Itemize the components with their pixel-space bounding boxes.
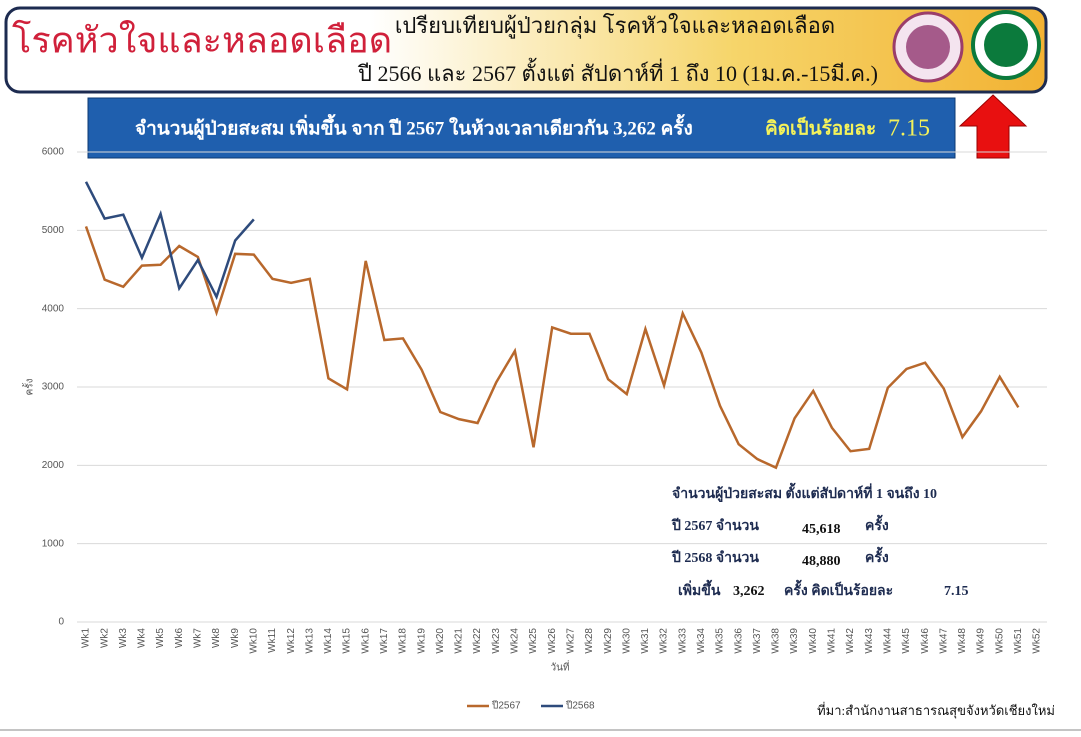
- x-tick-label: Wk21: [454, 628, 465, 654]
- arrow: [958, 94, 1028, 159]
- x-tick-label: Wk34: [696, 628, 707, 654]
- legend-label: ปี2568: [565, 700, 595, 712]
- x-tick-label: Wk49: [976, 628, 987, 654]
- x-tick-label: Wk2: [99, 628, 110, 648]
- banner-text: จำนวนผู้ป่วยสะสม เพิ่มขึ้น จาก ปี 2567 ใ…: [135, 113, 693, 140]
- x-tick-label: Wk10: [248, 628, 259, 654]
- x-tick-label: Wk5: [155, 628, 166, 648]
- x-tick-label: Wk44: [882, 628, 893, 654]
- x-tick-label: Wk13: [304, 628, 315, 654]
- x-tick-label: Wk25: [528, 628, 539, 654]
- y-tick-label: 6000: [42, 147, 65, 158]
- x-tick-label: Wk39: [789, 628, 800, 654]
- y-tick-label: 2000: [42, 460, 65, 471]
- x-tick-label: Wk9: [230, 628, 241, 648]
- x-tick-label: Wk19: [416, 628, 427, 654]
- x-tick-label: Wk18: [398, 628, 409, 654]
- summary-text: ครั้ง คิดเป็นร้อยละ: [784, 579, 893, 599]
- x-tick-label: Wk33: [677, 628, 688, 654]
- y-tick-label: 0: [58, 617, 64, 628]
- x-tick-label: Wk24: [510, 628, 521, 654]
- x-tick-label: Wk28: [584, 628, 595, 654]
- x-axis-title: วันที่: [550, 660, 569, 674]
- x-tick-label: Wk35: [715, 628, 726, 654]
- x-tick-label: Wk46: [920, 628, 931, 654]
- x-tick-label: Wk52: [1032, 628, 1043, 654]
- y-tick-label: 5000: [42, 225, 65, 236]
- x-tick-label: Wk47: [938, 628, 949, 654]
- line-series: [84, 226, 1020, 470]
- summary-text: เพิ่มขึ้น: [678, 579, 721, 599]
- x-tick-label: Wk51: [1013, 628, 1024, 654]
- summary-value: 48,880: [802, 554, 841, 569]
- y-tick-label: 4000: [42, 303, 65, 314]
- x-tick-label: Wk31: [640, 628, 651, 654]
- x-tick-label: Wk29: [603, 628, 614, 654]
- x-tick-label: Wk22: [472, 628, 483, 654]
- summary-text: ครั้ง: [865, 546, 889, 566]
- x-tick-label: Wk37: [752, 628, 763, 654]
- x-tick-label: Wk38: [771, 628, 782, 654]
- x-tick-label: Wk27: [565, 628, 576, 654]
- summary-text: ปี 2567 จำนวน: [671, 518, 760, 534]
- y-tick-label: 1000: [42, 538, 65, 549]
- summary-heading: จำนวนผู้ป่วยสะสม ตั้งแต่สัปดาห์ที่ 1 จนถ…: [672, 482, 937, 502]
- x-tick-label: Wk6: [174, 628, 185, 648]
- legend-label: ปี2567: [491, 700, 521, 712]
- x-tick-label: Wk36: [733, 628, 744, 654]
- x-tick-label: Wk40: [808, 628, 819, 654]
- banner: [87, 97, 956, 159]
- summary-value: 45,618: [802, 522, 841, 537]
- summary-text: ปี 2568 จำนวน: [671, 550, 760, 566]
- header-title: โรคหัวใจและหลอดเลือด: [12, 19, 392, 60]
- x-tick-label: Wk48: [957, 628, 968, 654]
- x-tick-label: Wk1: [81, 628, 92, 648]
- x-tick-label: Wk20: [435, 628, 446, 654]
- summary-value: 3,262: [733, 584, 765, 599]
- x-tick-label: Wk7: [193, 628, 204, 648]
- x-tick-label: Wk4: [137, 628, 148, 648]
- x-tick-label: Wk12: [286, 628, 297, 654]
- summary-value: 7.15: [944, 584, 969, 599]
- x-tick-label: Wk41: [827, 628, 838, 654]
- x-tick-label: Wk23: [491, 628, 502, 654]
- logo: [906, 25, 950, 69]
- x-tick-label: Wk11: [267, 628, 278, 653]
- y-tick-label: 3000: [42, 382, 65, 393]
- x-tick-label: Wk42: [845, 628, 856, 654]
- x-tick-label: Wk15: [342, 628, 353, 654]
- x-tick-label: Wk3: [118, 628, 129, 648]
- x-tick-label: Wk26: [547, 628, 558, 654]
- banner-percent: 7.15: [888, 116, 930, 142]
- x-tick-label: Wk17: [379, 628, 390, 654]
- x-tick-label: Wk50: [994, 628, 1005, 654]
- x-tick-label: Wk30: [621, 628, 632, 654]
- x-tick-label: Wk43: [864, 628, 875, 654]
- logo: [984, 23, 1028, 67]
- x-tick-label: Wk16: [360, 628, 371, 654]
- source: ที่มา:สำนักงานสาธารณสุขจังหวัดเชียงใหม่: [817, 702, 1055, 719]
- summary-text: ครั้ง: [865, 514, 889, 534]
- line-series: [84, 181, 255, 301]
- x-tick-label: Wk8: [211, 628, 222, 648]
- header-line: ปี 2566 และ 2567 ตั้งแต่ สัปดาห์ที่ 1 ถึ…: [357, 58, 878, 86]
- header-line: เปรียบเทียบผู้ป่วยกลุ่ม โรคหัวใจและหลอดเ…: [395, 13, 835, 39]
- header-box: [4, 6, 1048, 94]
- x-tick-label: Wk14: [323, 628, 334, 654]
- x-tick-label: Wk45: [901, 628, 912, 654]
- banner-text: คิดเป็นร้อยละ: [765, 115, 876, 139]
- y-axis-title: ครั้ง: [22, 378, 36, 395]
- x-tick-label: Wk32: [659, 628, 670, 654]
